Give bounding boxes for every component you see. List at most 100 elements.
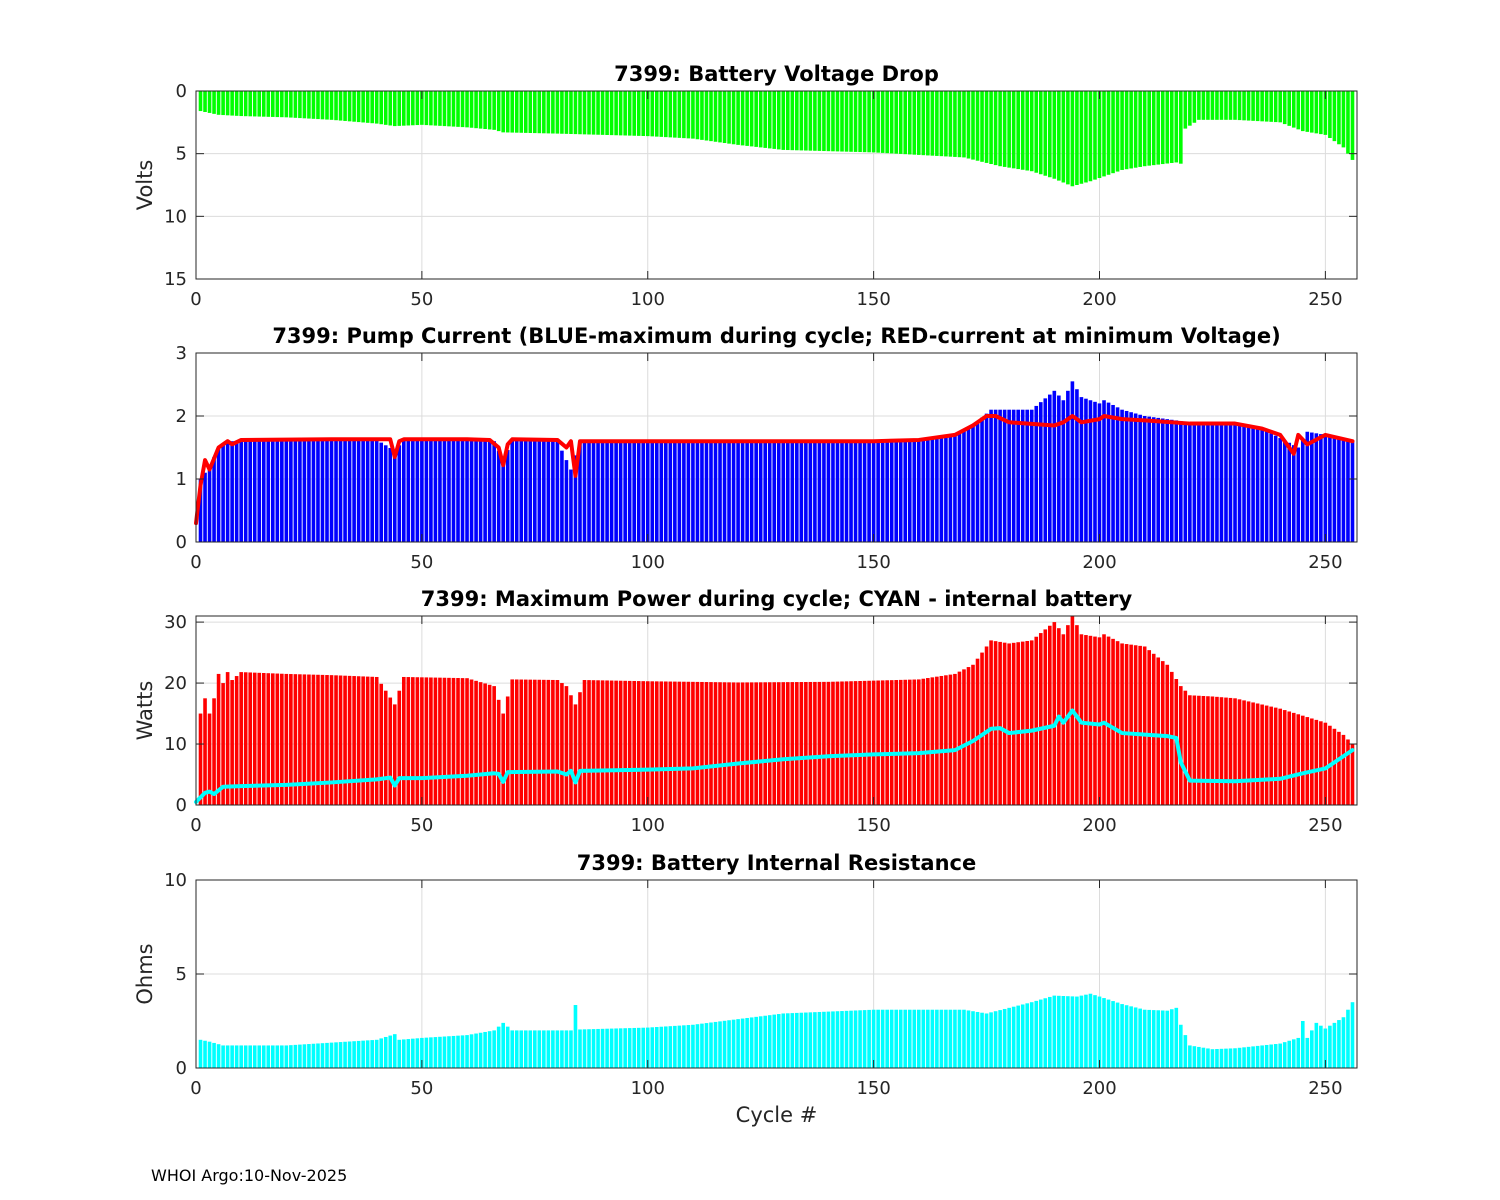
bar bbox=[713, 442, 718, 542]
bar bbox=[275, 673, 280, 805]
bar bbox=[551, 1030, 555, 1068]
bar bbox=[505, 1026, 510, 1068]
bar bbox=[388, 1035, 393, 1068]
bar bbox=[767, 682, 772, 805]
bar bbox=[767, 91, 772, 149]
bar bbox=[1251, 702, 1255, 805]
bar bbox=[1206, 696, 1210, 805]
bar bbox=[1224, 697, 1228, 805]
bar bbox=[207, 91, 212, 113]
bar bbox=[1025, 641, 1030, 805]
bar bbox=[966, 91, 971, 159]
bar bbox=[1188, 695, 1192, 805]
bar bbox=[1111, 91, 1115, 174]
bar bbox=[853, 91, 858, 152]
bar bbox=[379, 91, 384, 125]
bar bbox=[804, 91, 808, 151]
bar bbox=[1323, 722, 1328, 805]
bar bbox=[347, 91, 352, 122]
bar bbox=[1282, 710, 1287, 805]
bar bbox=[207, 1041, 212, 1068]
bar bbox=[727, 1020, 731, 1068]
bar bbox=[1210, 696, 1215, 805]
bar bbox=[397, 1039, 402, 1068]
bar bbox=[1133, 91, 1138, 168]
bar bbox=[686, 441, 691, 542]
bar bbox=[876, 680, 880, 805]
bar bbox=[650, 441, 655, 542]
bar bbox=[311, 439, 316, 542]
bar bbox=[822, 681, 826, 805]
x-tick-label: 0 bbox=[190, 1078, 201, 1099]
bar bbox=[555, 91, 560, 134]
bar bbox=[975, 658, 980, 805]
bar bbox=[1228, 1048, 1233, 1068]
bar bbox=[514, 91, 519, 133]
bar bbox=[1305, 1037, 1310, 1068]
bar bbox=[754, 91, 758, 147]
bar bbox=[243, 440, 248, 542]
bar bbox=[420, 1037, 424, 1068]
bar bbox=[790, 682, 795, 805]
bar bbox=[907, 441, 912, 542]
bar bbox=[998, 91, 1002, 167]
bar bbox=[1319, 91, 1323, 135]
bar bbox=[280, 440, 284, 542]
bar bbox=[1111, 404, 1115, 542]
bar bbox=[1278, 91, 1283, 123]
bar bbox=[1188, 91, 1192, 126]
series-line bbox=[194, 708, 1355, 804]
bar bbox=[293, 439, 298, 542]
bar bbox=[957, 91, 962, 158]
bar bbox=[560, 91, 564, 134]
bar bbox=[609, 680, 614, 805]
bar bbox=[1314, 91, 1319, 134]
bar bbox=[966, 667, 971, 805]
bar bbox=[912, 1009, 917, 1068]
bar bbox=[1319, 1025, 1323, 1068]
bar bbox=[722, 442, 727, 542]
bar bbox=[280, 673, 284, 805]
x-tick-label: 200 bbox=[1082, 552, 1116, 573]
bar bbox=[736, 1019, 740, 1068]
bar bbox=[1210, 1049, 1215, 1068]
bar bbox=[853, 681, 858, 805]
bar bbox=[840, 442, 844, 542]
bar bbox=[682, 91, 686, 139]
bar bbox=[356, 676, 361, 805]
bar bbox=[257, 440, 262, 542]
bar bbox=[474, 680, 478, 805]
bar bbox=[998, 1010, 1002, 1068]
bar bbox=[1201, 695, 1206, 805]
bar bbox=[781, 442, 786, 542]
bar bbox=[248, 440, 253, 542]
bar bbox=[1093, 401, 1097, 542]
bar bbox=[957, 671, 962, 805]
bar bbox=[822, 91, 826, 152]
axes-box bbox=[195, 90, 1358, 280]
bar bbox=[700, 91, 704, 140]
bar bbox=[1337, 731, 1341, 805]
bar bbox=[1115, 641, 1120, 805]
bar bbox=[198, 1039, 203, 1068]
bar bbox=[704, 682, 709, 805]
bar bbox=[1169, 1009, 1174, 1068]
bar bbox=[560, 1030, 564, 1068]
bar bbox=[361, 1040, 365, 1068]
bar bbox=[519, 440, 524, 542]
bar bbox=[682, 681, 686, 805]
bar bbox=[804, 442, 808, 542]
bar bbox=[501, 91, 505, 133]
bar bbox=[207, 466, 212, 542]
bar bbox=[609, 91, 614, 136]
bar bbox=[1084, 91, 1088, 183]
bar bbox=[456, 439, 460, 542]
bar bbox=[523, 91, 528, 133]
bar bbox=[325, 91, 329, 120]
x-tick-label: 250 bbox=[1308, 552, 1342, 573]
bar bbox=[686, 681, 691, 805]
bar bbox=[889, 91, 894, 154]
bar bbox=[270, 440, 275, 542]
bar bbox=[935, 1009, 939, 1068]
bar bbox=[623, 680, 627, 805]
